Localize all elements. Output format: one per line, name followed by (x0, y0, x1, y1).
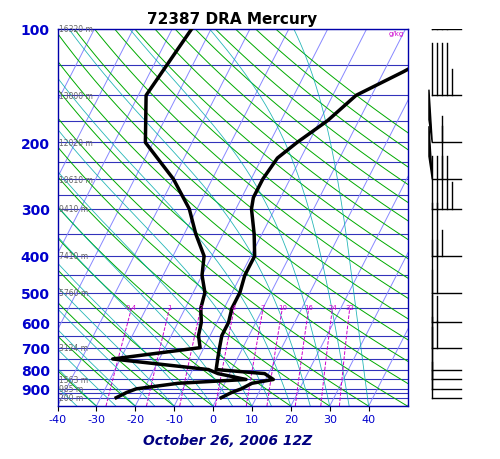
Text: 12020 m: 12020 m (60, 139, 93, 148)
Text: 4: 4 (232, 304, 236, 310)
Polygon shape (429, 90, 432, 143)
Text: 985 m: 985 m (60, 385, 84, 393)
Text: 7410 m: 7410 m (60, 252, 88, 261)
Text: 7: 7 (261, 304, 266, 310)
Text: 32: 32 (346, 304, 354, 310)
Text: 10: 10 (278, 304, 287, 310)
Text: 1: 1 (168, 304, 172, 310)
Text: 9410 m: 9410 m (60, 205, 88, 214)
Title: 72387 DRA Mercury: 72387 DRA Mercury (148, 12, 318, 27)
Text: 13800 m: 13800 m (60, 92, 93, 101)
Text: g/kg: g/kg (389, 31, 404, 37)
Text: 0.4: 0.4 (126, 304, 137, 310)
Text: 3124 m: 3124 m (60, 343, 88, 353)
Text: October 26, 2006 12Z: October 26, 2006 12Z (143, 434, 312, 448)
Text: 200 m: 200 m (60, 393, 84, 403)
Text: 5760 m: 5760 m (60, 288, 88, 297)
Text: 16320 m: 16320 m (60, 25, 93, 34)
Text: 10610 m: 10610 m (60, 175, 93, 184)
Text: 1563 m: 1563 m (60, 375, 88, 384)
Polygon shape (429, 127, 432, 179)
Text: 16: 16 (304, 304, 314, 310)
Text: 24: 24 (328, 304, 337, 310)
Text: 2: 2 (198, 304, 203, 310)
